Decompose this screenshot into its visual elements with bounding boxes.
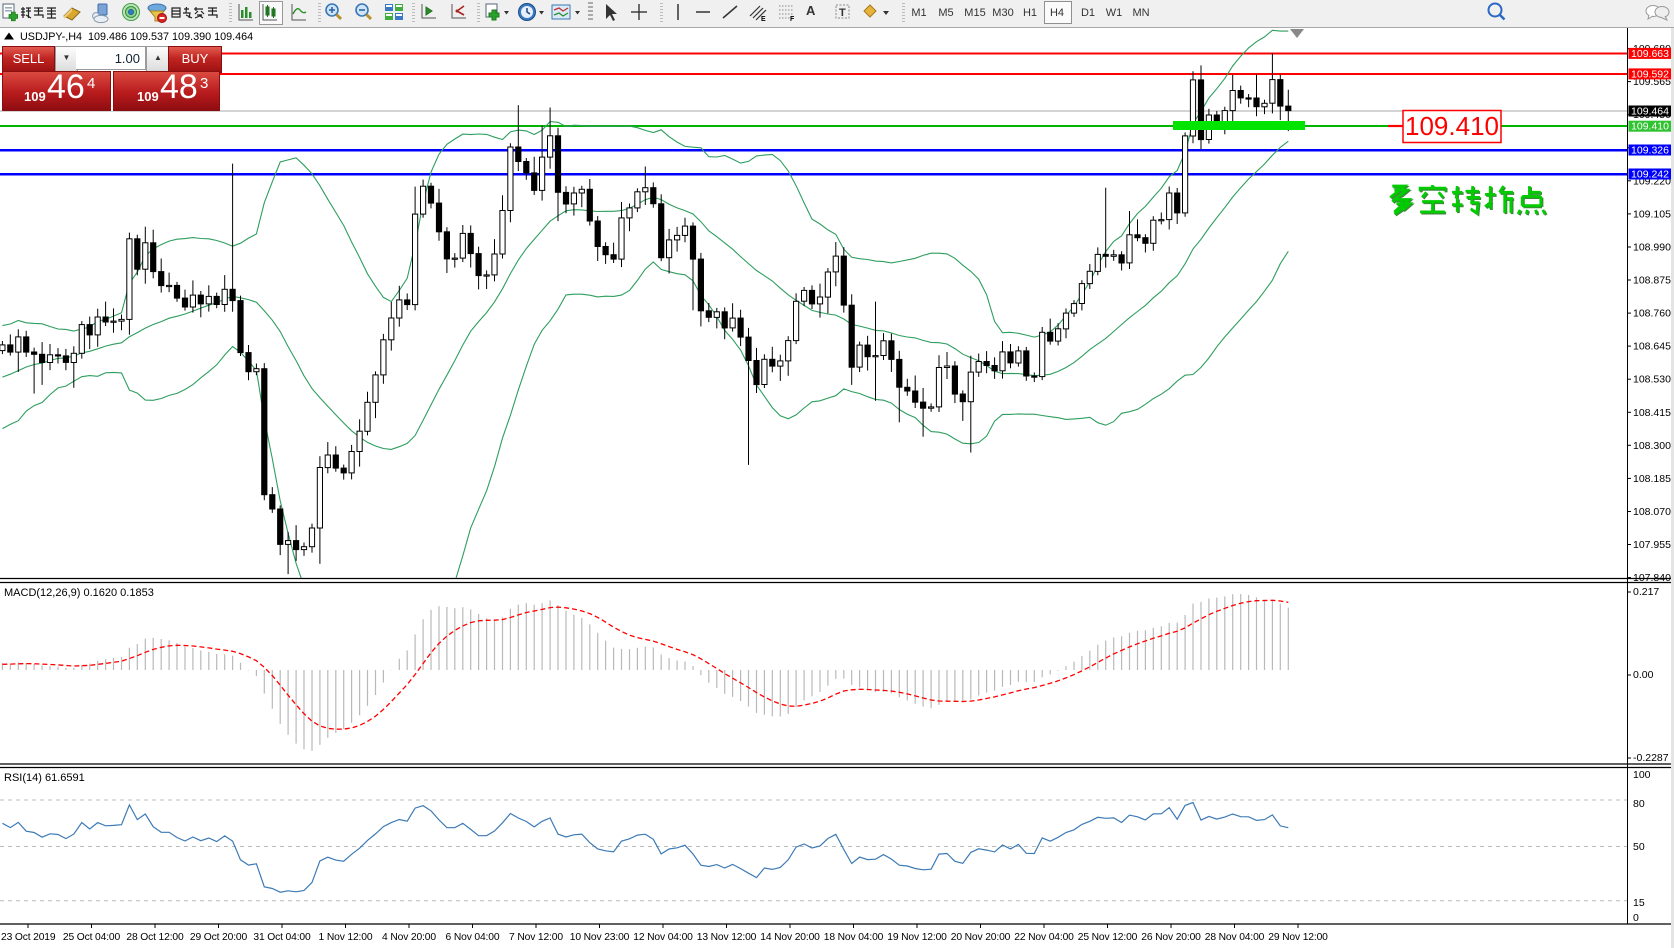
- svg-text:RSI(14) 61.6591: RSI(14) 61.6591: [4, 772, 85, 784]
- svg-text:108.990: 108.990: [1633, 242, 1671, 254]
- svg-text:E: E: [761, 16, 766, 23]
- svg-text:18 Nov 04:00: 18 Nov 04:00: [824, 932, 884, 943]
- svg-text:23 Oct 2019: 23 Oct 2019: [1, 932, 56, 943]
- svg-text:12 Nov 04:00: 12 Nov 04:00: [633, 932, 693, 943]
- svg-text:13 Nov 12:00: 13 Nov 12:00: [697, 932, 757, 943]
- svg-text:108.530: 108.530: [1633, 374, 1671, 386]
- svg-text:109.410: 109.410: [1405, 111, 1499, 141]
- svg-text:25 Nov 12:00: 25 Nov 12:00: [1078, 932, 1138, 943]
- svg-text:4 Nov 20:00: 4 Nov 20:00: [382, 932, 436, 943]
- svg-text:108.070: 108.070: [1633, 506, 1671, 518]
- svg-text:100: 100: [1633, 769, 1651, 781]
- svg-text:MACD(12,26,9) 0.1620 0.1853: MACD(12,26,9) 0.1620 0.1853: [4, 587, 154, 599]
- svg-text:108.760: 108.760: [1633, 308, 1671, 320]
- svg-text:7 Nov 12:00: 7 Nov 12:00: [509, 932, 563, 943]
- svg-text:-0.2287: -0.2287: [1633, 752, 1669, 764]
- svg-text:108.185: 108.185: [1633, 473, 1671, 485]
- svg-text:108.875: 108.875: [1633, 275, 1671, 287]
- svg-text:15: 15: [1633, 897, 1645, 909]
- svg-text:108.645: 108.645: [1633, 341, 1671, 353]
- svg-text:107.840: 107.840: [1633, 572, 1671, 584]
- svg-text:109.464: 109.464: [1631, 106, 1669, 118]
- svg-text:25 Oct 04:00: 25 Oct 04:00: [63, 932, 121, 943]
- svg-text:29 Oct 20:00: 29 Oct 20:00: [190, 932, 248, 943]
- svg-text:19 Nov 12:00: 19 Nov 12:00: [887, 932, 947, 943]
- svg-text:31 Oct 04:00: 31 Oct 04:00: [253, 932, 311, 943]
- svg-text:108.300: 108.300: [1633, 440, 1671, 452]
- svg-text:80: 80: [1633, 798, 1645, 810]
- svg-text:26 Nov 20:00: 26 Nov 20:00: [1141, 932, 1201, 943]
- svg-text:108.415: 108.415: [1633, 407, 1671, 419]
- svg-text:107.955: 107.955: [1633, 539, 1671, 551]
- svg-text:109.242: 109.242: [1631, 169, 1669, 181]
- svg-text:29 Nov 12:00: 29 Nov 12:00: [1268, 932, 1328, 943]
- svg-text:109.326: 109.326: [1631, 145, 1669, 157]
- svg-text:109.663: 109.663: [1631, 48, 1669, 60]
- svg-text:F: F: [790, 16, 795, 23]
- svg-text:6 Nov 04:00: 6 Nov 04:00: [446, 932, 500, 943]
- svg-text:T: T: [839, 7, 846, 19]
- svg-text:109.105: 109.105: [1633, 208, 1671, 220]
- svg-text:109.410: 109.410: [1631, 121, 1669, 133]
- svg-text:109.592: 109.592: [1631, 68, 1669, 80]
- svg-text:50: 50: [1633, 841, 1645, 853]
- svg-text:28 Oct 12:00: 28 Oct 12:00: [126, 932, 184, 943]
- svg-text:28 Nov 04:00: 28 Nov 04:00: [1205, 932, 1265, 943]
- svg-text:0.00: 0.00: [1633, 669, 1654, 681]
- svg-text:1 Nov 12:00: 1 Nov 12:00: [319, 932, 373, 943]
- svg-text:0.217: 0.217: [1633, 586, 1659, 598]
- svg-text:22 Nov 04:00: 22 Nov 04:00: [1014, 932, 1074, 943]
- svg-text:14 Nov 20:00: 14 Nov 20:00: [760, 932, 820, 943]
- svg-text:10 Nov 23:00: 10 Nov 23:00: [570, 932, 630, 943]
- svg-text:20 Nov 20:00: 20 Nov 20:00: [951, 932, 1011, 943]
- svg-text:0: 0: [1633, 912, 1639, 924]
- svg-text:USDJPY-,H4 109.486 109.537 10: USDJPY-,H4 109.486 109.537 109.390 109.4…: [20, 31, 253, 43]
